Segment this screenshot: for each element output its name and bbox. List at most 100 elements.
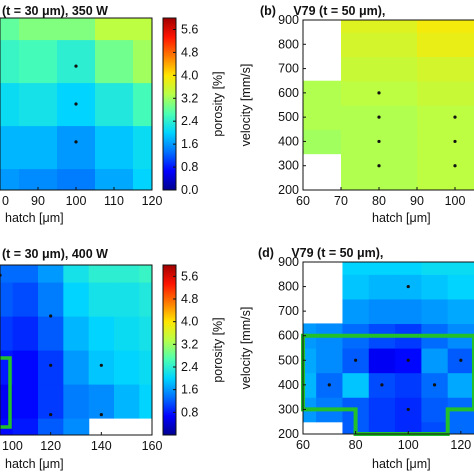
colorbar-tick-label: 4.0 [181, 68, 198, 82]
measurement-point [99, 413, 103, 417]
colorbar-tick-label: 0.0 [181, 183, 198, 197]
y-tick-label: 900 [278, 255, 299, 269]
heatmap-cell [341, 56, 418, 82]
heatmap-cell [341, 32, 418, 58]
measurement-point [406, 358, 410, 362]
measurement-point [74, 102, 78, 106]
heatmap-cell [95, 18, 134, 41]
panel-c-highlight [0, 356, 12, 429]
heatmap-cell [88, 384, 115, 419]
colorbar-tick-label: 4.8 [181, 292, 198, 306]
measurement-point [99, 363, 103, 367]
x-tick-label: 60 [296, 438, 310, 452]
heatmap-cell [19, 168, 58, 190]
measurement-point [377, 115, 381, 119]
x-tick-label: 0 [2, 194, 9, 208]
heatmap-cell [368, 348, 396, 374]
heatmap-cell [447, 298, 474, 325]
colorbar-top-bar [162, 17, 177, 191]
y-tick-label: 500 [278, 353, 299, 367]
panel-c-xlabel: hatch [μm] [5, 457, 64, 471]
x-tick-label: 120 [40, 439, 61, 453]
colorbar-tick-label: 0.8 [181, 405, 198, 419]
heatmap-cell [0, 316, 14, 351]
x-tick-label: 90 [31, 194, 45, 208]
colorbar-tick-label: 4.8 [181, 45, 198, 59]
y-tick-label: 800 [278, 280, 299, 294]
y-tick-label: 700 [278, 62, 299, 76]
panel-c-plot [0, 265, 152, 435]
colorbar-top-ticks: 0.0 0.8 1.6 2.4 3.2 4.0 4.8 5.6 [173, 22, 198, 197]
heatmap-cell [303, 105, 342, 130]
heatmap-cell [133, 168, 152, 190]
heatmap-cell [19, 125, 58, 170]
heatmap-cell [0, 82, 20, 127]
heatmap-cell [12, 384, 39, 419]
measurement-point [377, 164, 381, 168]
heatmap-cell [19, 18, 58, 41]
measurement-point [380, 383, 384, 387]
x-tick-label: 100 [2, 439, 23, 453]
heatmap-cell [0, 125, 20, 170]
x-tick-label: 80 [372, 194, 386, 208]
heatmap-cell [368, 421, 396, 434]
x-tick-label: 120 [450, 438, 471, 452]
x-tick-label: 60 [296, 194, 310, 208]
heatmap-cell [417, 32, 474, 58]
panel-a-ticks: 0 90 100 110 120 [0, 187, 162, 208]
measurement-point [74, 140, 78, 144]
colorbar-bottom-label: porosity [%] [211, 317, 225, 382]
heatmap-cell [303, 372, 317, 398]
y-tick-label: 500 [278, 110, 299, 124]
heatmap-cell [88, 265, 115, 283]
heatmap-cell [417, 129, 474, 155]
y-tick-label: 200 [278, 427, 299, 441]
heatmap-cell [57, 168, 96, 190]
measurement-point [453, 115, 457, 119]
heatmap-cell [341, 20, 418, 33]
heatmap-cell [447, 372, 474, 398]
panel-a: (t = 30 μm), 350 W 0 90 100 110 120 hatch [μ… [0, 4, 162, 225]
panel-b-title: (b) V79 (t = 50 μm), [260, 4, 385, 18]
y-tick-label: 300 [278, 159, 299, 173]
measurement-point [74, 64, 78, 68]
heatmap-cell [417, 105, 474, 130]
heatmap-cell [139, 316, 152, 351]
colorbar-tick-label: 5.6 [181, 22, 198, 36]
heatmap-cell [139, 350, 152, 385]
heatmap-cell [133, 39, 152, 84]
heatmap-cell [57, 39, 96, 84]
heatmap-cell [114, 316, 140, 351]
heatmap-cell [395, 372, 422, 398]
heatmap-cell [19, 82, 58, 127]
heatmap-cell [303, 348, 317, 374]
x-tick-label: 110 [104, 194, 124, 208]
panel-c: (t = 30 μm), 400 W 100 120 140 160 hatch [μ… [0, 247, 162, 471]
heatmap-cell [421, 421, 449, 434]
panel-c-title: (t = 30 μm), 400 W [2, 247, 108, 261]
panel-d-xlabel: hatch [μm] [372, 457, 431, 471]
heatmap-cell [12, 265, 39, 283]
heatmap-cell [342, 298, 370, 325]
colorbar-bottom: 0.8 1.6 2.4 3.2 4.0 4.8 5.6 porosity [%] [162, 264, 225, 436]
colorbar-top: 0.0 0.8 1.6 2.4 3.2 4.0 4.8 5.6 porosity [%] [162, 17, 225, 197]
heatmap-cell [57, 18, 96, 41]
heatmap-cell [421, 274, 449, 300]
panel-a-xlabel: hatch [μm] [5, 211, 64, 225]
x-tick-label: 80 [349, 438, 363, 452]
colorbar-tick-label: 2.4 [181, 114, 198, 128]
panel-b-ylabel: velocity [mm/s] [239, 64, 253, 147]
panel-b: (b) V79 (t = 50 μm), 60 70 80 90 100 200 300 40… [239, 4, 474, 225]
heatmap-cell [95, 39, 134, 84]
colorbar-tick-label: 1.6 [181, 383, 198, 397]
y-tick-label: 600 [278, 86, 299, 100]
heatmap-cell [95, 125, 134, 170]
colorbar-bottom-ticks: 0.8 1.6 2.4 3.2 4.0 4.8 5.6 [173, 269, 198, 419]
heatmap-cell [139, 265, 152, 283]
panel-d: (d) V79 (t = 50 μm), 60 80 100 120 200 300 400… [239, 246, 474, 471]
heatmap-cell [447, 421, 474, 434]
panel-d-title: (d) V79 (t = 50 μm), [258, 246, 383, 260]
heatmap-cell [95, 168, 134, 190]
heatmap-cell [139, 384, 152, 419]
measurement-point [49, 314, 53, 318]
